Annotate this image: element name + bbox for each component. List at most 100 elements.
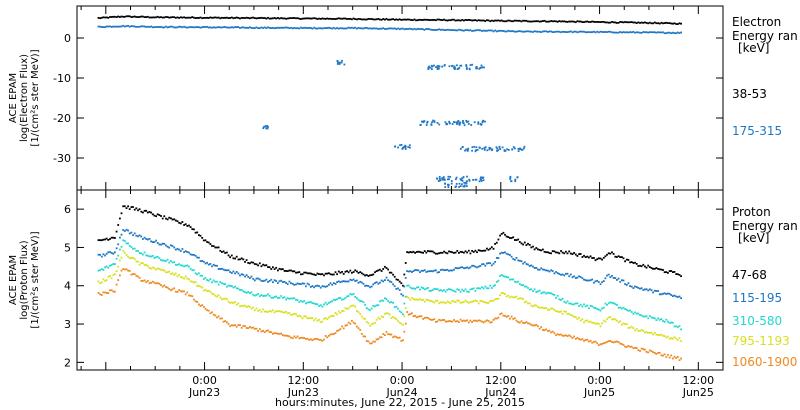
proton-point <box>189 294 192 297</box>
proton-point <box>339 271 342 274</box>
proton-point <box>436 288 439 290</box>
proton-point <box>589 320 592 323</box>
proton-point <box>217 294 220 297</box>
proton-point <box>614 318 617 321</box>
proton-point <box>173 261 176 264</box>
proton-point <box>635 347 638 349</box>
electron-point <box>439 177 441 180</box>
proton-point <box>158 282 161 285</box>
proton-point <box>382 268 385 270</box>
proton-point <box>568 302 571 305</box>
electron-point <box>514 147 516 150</box>
electron-point <box>230 16 233 19</box>
electron-point <box>645 31 648 34</box>
electron-point <box>571 31 574 34</box>
proton-point <box>115 257 118 260</box>
proton-point <box>551 270 554 272</box>
electron-point <box>390 27 393 30</box>
proton-point <box>178 248 180 251</box>
proton-point <box>303 337 306 339</box>
proton-point <box>206 309 208 312</box>
proton-point <box>196 231 199 234</box>
proton-point <box>645 266 648 269</box>
electron-point <box>235 16 238 19</box>
proton-point <box>382 280 385 283</box>
electron-point <box>102 16 105 19</box>
proton-point <box>621 307 623 310</box>
electron-point <box>451 123 454 125</box>
proton-point <box>415 269 418 271</box>
electron-point <box>474 178 477 181</box>
electron-point <box>497 149 500 152</box>
electron-point <box>438 176 441 178</box>
electron-point <box>450 182 453 185</box>
electron-point <box>449 29 452 31</box>
proton-point <box>660 268 663 271</box>
proton-point <box>234 257 236 260</box>
electron-point <box>593 30 595 33</box>
proton-point <box>173 273 176 276</box>
proton-point <box>258 309 261 311</box>
electron-point <box>123 25 126 28</box>
proton-point <box>303 282 306 285</box>
proton-point <box>211 281 213 284</box>
proton-point <box>634 311 636 314</box>
electron-point <box>676 31 679 34</box>
proton-point <box>449 302 452 305</box>
electron-point <box>591 31 594 33</box>
proton-point <box>566 335 569 337</box>
electron-point <box>579 30 582 33</box>
proton-point <box>179 222 182 225</box>
electron-point <box>347 26 350 29</box>
proton-point <box>183 251 185 253</box>
proton-point <box>260 311 263 313</box>
proton-point <box>306 337 309 340</box>
proton-point <box>540 326 543 328</box>
proton-point <box>619 342 622 345</box>
proton-point <box>527 242 529 245</box>
proton-point <box>214 280 217 283</box>
proton-point <box>137 275 139 278</box>
electron-point <box>458 186 460 188</box>
electron-point <box>460 179 463 181</box>
electron-point <box>165 16 167 18</box>
electron-point <box>498 145 501 148</box>
proton-point <box>153 267 156 270</box>
proton-point <box>484 320 487 323</box>
electron-point <box>375 18 378 21</box>
electron-point <box>487 19 490 22</box>
proton-point <box>165 286 167 288</box>
proton-point <box>193 298 195 301</box>
proton-point <box>586 255 589 258</box>
proton-point <box>512 236 515 239</box>
electron-point <box>433 29 436 31</box>
proton-point <box>151 280 154 283</box>
electron-point <box>112 15 115 18</box>
proton-point <box>123 268 126 271</box>
proton-point <box>619 306 622 309</box>
electron-point <box>474 19 477 21</box>
electron-point <box>471 149 473 152</box>
proton-point <box>291 297 294 300</box>
electron-point <box>314 27 317 30</box>
proton-point <box>583 321 585 324</box>
proton-point <box>262 263 264 266</box>
proton-point <box>427 270 429 273</box>
proton-point <box>176 247 179 250</box>
proton-point <box>198 285 200 287</box>
proton-point <box>291 282 294 285</box>
proton-point <box>486 319 488 322</box>
electron-point <box>258 17 261 19</box>
proton-point <box>311 273 314 276</box>
proton-point <box>270 310 273 313</box>
electron-point <box>318 17 320 20</box>
proton-point <box>438 318 441 321</box>
electron-point <box>436 28 439 31</box>
proton-point <box>99 293 101 296</box>
proton-point <box>535 267 538 269</box>
proton-point <box>528 322 531 325</box>
electron-point <box>298 17 301 20</box>
proton-point <box>565 301 567 304</box>
proton-point <box>466 300 468 303</box>
proton-point <box>97 269 100 272</box>
